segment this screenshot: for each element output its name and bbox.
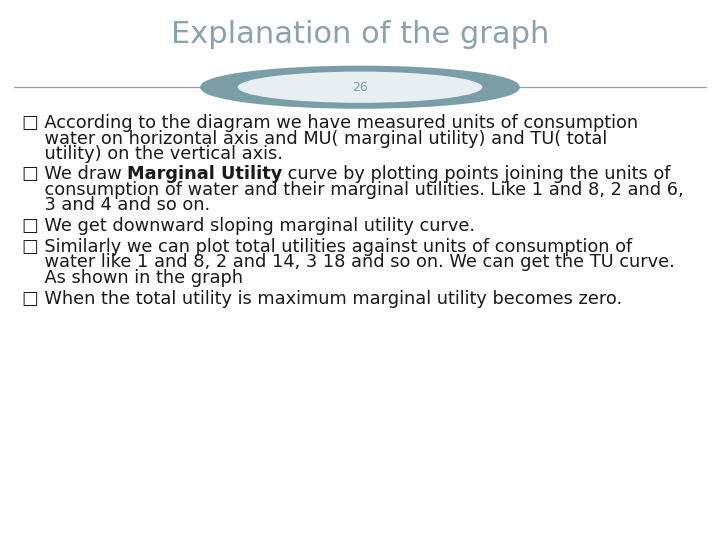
Text: water on horizontal axis and MU( marginal utility) and TU( total: water on horizontal axis and MU( margina… — [22, 130, 607, 148]
Text: □ We get downward sloping marginal utility curve.: □ We get downward sloping marginal utili… — [22, 217, 474, 235]
Text: □ We draw: □ We draw — [22, 165, 127, 183]
Circle shape — [202, 67, 518, 107]
Text: Marginal Utility: Marginal Utility — [127, 165, 282, 183]
Text: Explanation of the graph: Explanation of the graph — [171, 21, 549, 49]
Circle shape — [238, 72, 482, 103]
Text: 26: 26 — [352, 80, 368, 94]
Text: consumption of water and their marginal utilities. Like 1 and 8, 2 and 6,: consumption of water and their marginal … — [22, 181, 683, 199]
Text: □ Similarly we can plot total utilities against units of consumption of: □ Similarly we can plot total utilities … — [22, 238, 632, 256]
Text: utility) on the vertical axis.: utility) on the vertical axis. — [22, 145, 282, 163]
Text: As shown in the graph: As shown in the graph — [22, 269, 243, 287]
Text: □ According to the diagram we have measured units of consumption: □ According to the diagram we have measu… — [22, 114, 638, 132]
Text: curve by plotting points joining the units of: curve by plotting points joining the uni… — [282, 165, 671, 183]
Text: water like 1 and 8, 2 and 14, 3 18 and so on. We can get the TU curve.: water like 1 and 8, 2 and 14, 3 18 and s… — [22, 253, 675, 271]
Text: □ When the total utility is maximum marginal utility becomes zero.: □ When the total utility is maximum marg… — [22, 289, 622, 308]
Text: 3 and 4 and so on.: 3 and 4 and so on. — [22, 196, 210, 214]
